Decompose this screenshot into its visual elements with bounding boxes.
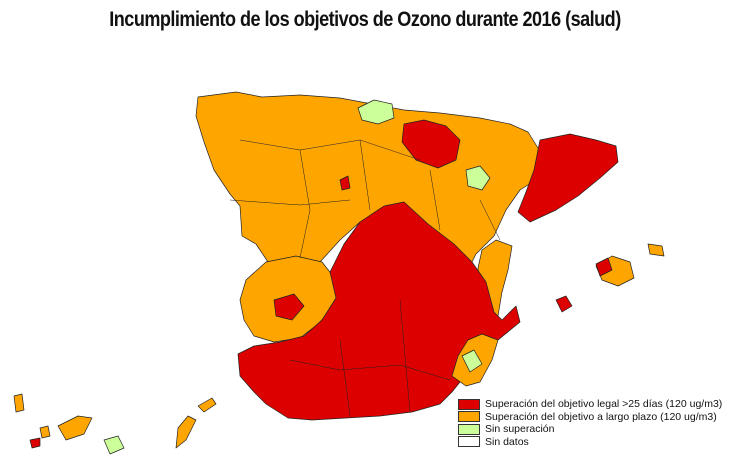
legend-item: Superación del objetivo legal >25 días (… bbox=[458, 398, 722, 410]
legend-label: Sin superación bbox=[485, 423, 555, 435]
island-mallorca-red bbox=[595, 257, 613, 277]
island-tenerife bbox=[57, 415, 93, 441]
region-navarra-red bbox=[401, 119, 461, 169]
legend-item: Sin superación bbox=[458, 423, 722, 435]
legend-swatch bbox=[458, 423, 480, 435]
island-gran-canaria bbox=[103, 435, 125, 455]
region-central-red bbox=[237, 201, 521, 421]
region-alicante-green bbox=[461, 349, 483, 373]
island-ibiza bbox=[555, 295, 573, 313]
legend-label: Superación del objetivo a largo plazo (1… bbox=[485, 410, 717, 423]
legend-item: Sin datos bbox=[458, 436, 722, 448]
map-legend: Superación del objetivo legal >25 días (… bbox=[458, 398, 722, 448]
legend-swatch bbox=[458, 398, 480, 410]
region-catalonia-red bbox=[517, 133, 619, 223]
island-lanzarote bbox=[197, 397, 217, 413]
legend-label: Sin datos bbox=[485, 435, 529, 448]
island-la-palma bbox=[13, 393, 25, 413]
map-title: Incumplimiento de los objetivos de Ozono… bbox=[109, 8, 621, 31]
legend-swatch bbox=[458, 436, 480, 447]
legend-swatch bbox=[458, 411, 480, 422]
legend-item: Superación del objetivo a largo plazo (1… bbox=[458, 411, 722, 423]
island-el-hierro bbox=[29, 437, 41, 449]
region-badajoz-red bbox=[273, 293, 305, 321]
island-menorca bbox=[647, 243, 665, 257]
region-basque-green bbox=[357, 99, 395, 125]
island-fuerteventura bbox=[175, 415, 197, 449]
region-aragon-green bbox=[465, 165, 491, 191]
legend-label: Superación del objetivo legal >25 días (… bbox=[485, 398, 723, 410]
region-toledo-red bbox=[339, 175, 351, 191]
island-la-gomera bbox=[39, 425, 51, 439]
